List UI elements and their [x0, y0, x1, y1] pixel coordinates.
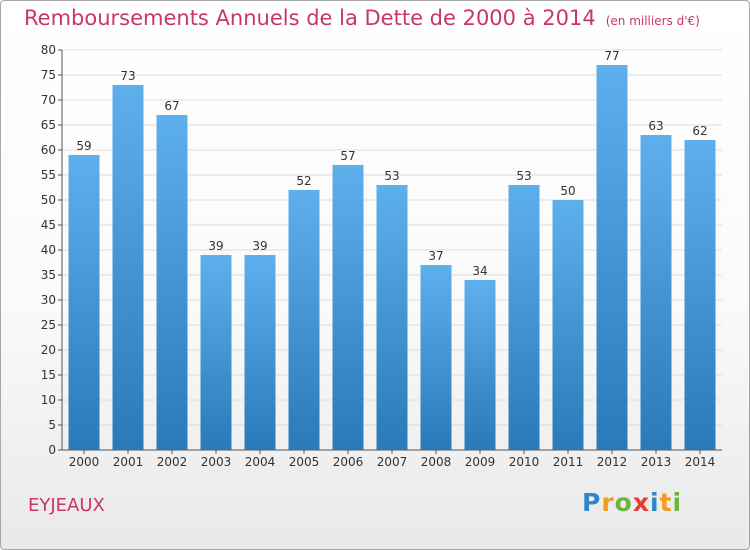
- data-label: 63: [648, 119, 663, 133]
- bar: [640, 135, 672, 450]
- bar: [200, 255, 232, 450]
- x-tick-label: 2013: [641, 455, 672, 469]
- data-label: 53: [516, 169, 531, 183]
- bar: [596, 65, 628, 450]
- x-tick-label: 2005: [289, 455, 320, 469]
- data-label: 57: [340, 149, 355, 163]
- logo-letter: x: [632, 488, 650, 517]
- data-label: 37: [428, 249, 443, 263]
- data-label: 39: [208, 239, 223, 253]
- y-tick-label: 15: [41, 368, 56, 382]
- logo-letter: i: [650, 488, 660, 517]
- y-tick-label: 70: [41, 93, 56, 107]
- logo-letter: o: [614, 488, 633, 517]
- chart-title-text: Remboursements Annuels de la Dette de 20…: [24, 6, 596, 30]
- x-tick-label: 2014: [685, 455, 716, 469]
- bar: [376, 185, 408, 450]
- chart-subtitle: (en milliers d'€): [605, 14, 700, 28]
- y-tick-label: 50: [41, 193, 56, 207]
- bar: [68, 155, 100, 450]
- bar: [552, 200, 584, 450]
- y-tick-label: 55: [41, 168, 56, 182]
- data-label: 53: [384, 169, 399, 183]
- y-tick-label: 20: [41, 343, 56, 357]
- x-tick-label: 2010: [509, 455, 540, 469]
- data-label: 34: [472, 264, 487, 278]
- y-tick-label: 35: [41, 268, 56, 282]
- y-tick-label: 45: [41, 218, 56, 232]
- x-tick-label: 2012: [597, 455, 628, 469]
- y-tick-label: 10: [41, 393, 56, 407]
- y-tick-label: 30: [41, 293, 56, 307]
- bar: [244, 255, 276, 450]
- x-tick-label: 2003: [201, 455, 232, 469]
- data-label: 67: [164, 99, 179, 113]
- logo-letter: t: [659, 488, 673, 517]
- data-label: 73: [120, 69, 135, 83]
- y-tick-label: 75: [41, 68, 56, 82]
- data-label: 39: [252, 239, 267, 253]
- x-tick-label: 2008: [421, 455, 452, 469]
- y-tick-label: 25: [41, 318, 56, 332]
- proxiti-logo: Proxiti: [582, 488, 682, 517]
- y-tick-label: 0: [48, 443, 56, 457]
- y-tick-label: 5: [48, 418, 56, 432]
- x-tick-label: 2009: [465, 455, 496, 469]
- chart-title: Remboursements Annuels de la Dette de 20…: [24, 6, 700, 30]
- bar: [332, 165, 364, 450]
- x-tick-label: 2002: [157, 455, 188, 469]
- bar: [156, 115, 188, 450]
- x-tick-label: 2011: [553, 455, 584, 469]
- logo-letter: i: [672, 488, 683, 517]
- x-tick-label: 2007: [377, 455, 408, 469]
- bar: [420, 265, 452, 450]
- logo-letter: P: [582, 488, 602, 517]
- bar: [288, 190, 320, 450]
- data-label: 62: [692, 124, 707, 138]
- data-label: 59: [76, 139, 91, 153]
- x-tick-label: 2006: [333, 455, 364, 469]
- data-label: 50: [560, 184, 575, 198]
- y-tick-label: 60: [41, 143, 56, 157]
- y-tick-label: 40: [41, 243, 56, 257]
- commune-name: EYJEAUX: [28, 495, 105, 516]
- bar: [684, 140, 716, 450]
- data-label: 52: [296, 174, 311, 188]
- bar: [464, 280, 496, 450]
- y-tick-label: 65: [41, 118, 56, 132]
- y-tick-label: 80: [41, 43, 56, 57]
- bar: [112, 85, 144, 450]
- logo-letter: r: [601, 488, 615, 517]
- x-tick-label: 2004: [245, 455, 276, 469]
- x-tick-label: 2001: [113, 455, 144, 469]
- x-tick-label: 2000: [69, 455, 100, 469]
- data-label: 77: [604, 49, 619, 63]
- bar: [508, 185, 540, 450]
